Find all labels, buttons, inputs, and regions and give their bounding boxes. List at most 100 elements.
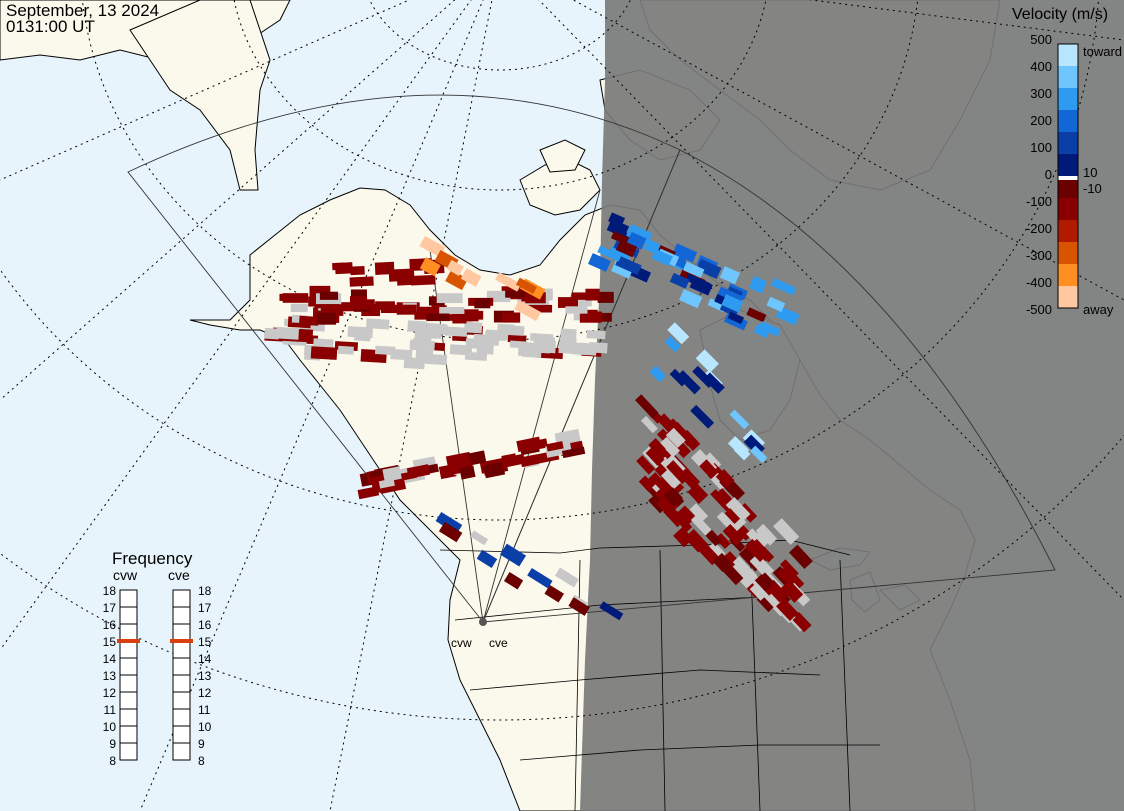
scatter-cell (374, 345, 396, 356)
scatter-cell (667, 322, 690, 345)
radar-site-marker (479, 618, 487, 626)
colorbar-segment (1058, 242, 1078, 265)
scatter-cell (320, 304, 344, 316)
scatter-cell (390, 348, 413, 361)
velocity-tick: -400 (1025, 275, 1052, 290)
scatter-cell (589, 342, 608, 354)
scatter-cell (514, 300, 542, 322)
scatter-cell (606, 218, 630, 238)
frequency-indicator (170, 639, 193, 643)
scatter-cell (438, 521, 463, 543)
scatter-cell (729, 409, 750, 430)
scatter-cell (382, 466, 402, 483)
colorbar-segment (1058, 66, 1078, 89)
scatter-cell (669, 272, 690, 289)
frequency-tick-right: 10 (198, 720, 212, 734)
scatter-cell (663, 504, 686, 528)
scatter-cell (571, 292, 592, 300)
scatter-cell (468, 450, 487, 466)
frequency-tick-left: 16 (102, 618, 116, 632)
scatter-cell (645, 446, 665, 466)
scatter-cell (777, 565, 805, 593)
scatter-cell (426, 313, 450, 322)
scatter-cell (791, 611, 812, 633)
scatter-cell (695, 349, 719, 373)
scatter-cell (406, 464, 431, 479)
toward-label: toward (1083, 44, 1123, 59)
scatter-cell (317, 312, 337, 325)
scatter-cell (264, 327, 280, 340)
scatter-cell (665, 427, 686, 448)
scatter-cell (689, 276, 713, 296)
scatter-cell (460, 268, 482, 287)
scatter-cell (727, 435, 750, 458)
scatter-cell (568, 597, 590, 616)
scatter-cell (636, 455, 656, 475)
velocity-cells (264, 212, 813, 633)
frequency-tick-right: 11 (198, 703, 211, 717)
scatter-cell (463, 321, 483, 334)
scatter-cell (410, 274, 436, 286)
scatter-cell (520, 454, 539, 468)
scatter-cell (392, 304, 417, 314)
scatter-cell (753, 323, 771, 339)
velocity-tick: 400 (1030, 59, 1052, 74)
scatter-cell (474, 298, 491, 309)
scatter-cell (718, 559, 744, 586)
scatter-cell (640, 415, 658, 434)
frequency-tick-right: 9 (198, 737, 205, 751)
frequency-title: Frequency (112, 549, 193, 568)
scatter-cell (378, 478, 395, 489)
scatter-cell (672, 243, 698, 263)
frequency-tick-left: 9 (109, 737, 116, 751)
tick-10-label: 10 (1083, 165, 1098, 180)
scatter-cell (561, 446, 586, 459)
velocity-tick: -100 (1025, 194, 1052, 209)
scatter-cell (615, 255, 642, 275)
scatter-cell (350, 265, 365, 276)
scatter-cell (332, 262, 353, 271)
site-label-cvw: cvw (451, 636, 472, 650)
colorbar-segment (1058, 220, 1078, 243)
radar-name-cvw: cvw (113, 567, 138, 583)
scatter-cell (503, 325, 525, 336)
scatter-cell (473, 333, 500, 346)
scatter-cell (486, 290, 511, 303)
scatter-cell (444, 326, 469, 337)
colorbar-segment (1058, 176, 1078, 199)
scatter-cell (635, 394, 659, 419)
scatter-cell (439, 307, 465, 315)
scatter-cell (350, 289, 367, 299)
scatter-cell (501, 312, 521, 323)
frequency-tick-left: 15 (102, 635, 116, 649)
time-label: 0131:00 UT (6, 17, 95, 36)
scatter-cell (476, 549, 498, 568)
colorbar-segment (1058, 88, 1078, 111)
colorbar-segment (1058, 132, 1078, 155)
colorbar-segment (1058, 110, 1078, 133)
scatter-cell (435, 511, 463, 535)
scatter-cell (679, 289, 703, 309)
scatter-cell (715, 469, 735, 488)
scatter-cell (396, 273, 412, 286)
scatter-cell (319, 291, 339, 300)
scatter-cell (755, 523, 778, 546)
colorbar-segment (1058, 154, 1078, 177)
colorbar-segment (1058, 198, 1078, 221)
velocity-tick: 300 (1030, 86, 1052, 101)
scatter-cell (449, 344, 473, 356)
scatter-cell (692, 365, 715, 388)
colorbar-segment (1058, 286, 1078, 309)
colorbar-zero-band (1058, 176, 1078, 180)
velocity-tick: -200 (1025, 221, 1052, 236)
scatter-cell (310, 346, 338, 360)
scatter-cell (690, 514, 713, 537)
scatter-cell (557, 297, 578, 308)
scatter-cell (684, 528, 708, 553)
scatter-cell (459, 465, 476, 480)
velocity-scale-title: Velocity (m/s) (1012, 6, 1109, 23)
scatter-cell (349, 276, 374, 287)
away-label: away (1083, 302, 1114, 317)
